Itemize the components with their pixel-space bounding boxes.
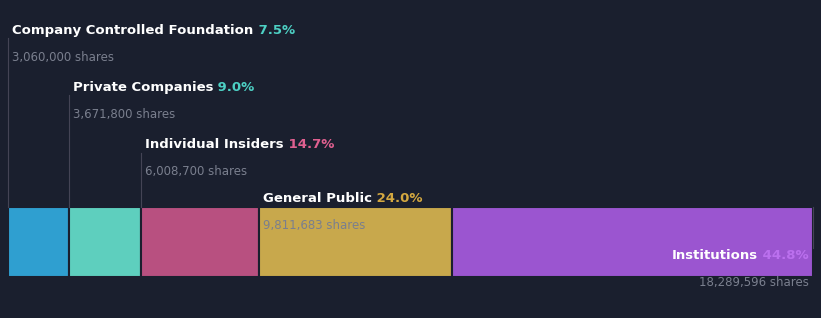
Text: 3,060,000 shares: 3,060,000 shares <box>12 51 114 64</box>
Bar <box>141 207 259 277</box>
Bar <box>68 207 141 277</box>
Text: 6,008,700 shares: 6,008,700 shares <box>145 165 247 178</box>
Text: 44.8%: 44.8% <box>758 249 809 262</box>
Text: 3,671,800 shares: 3,671,800 shares <box>72 108 175 121</box>
Text: Company Controlled Foundation: Company Controlled Foundation <box>12 24 254 37</box>
Bar <box>452 207 813 277</box>
Text: 24.0%: 24.0% <box>373 192 423 205</box>
Text: 18,289,596 shares: 18,289,596 shares <box>699 276 809 289</box>
Text: General Public: General Public <box>264 192 373 205</box>
Text: 7.5%: 7.5% <box>254 24 295 37</box>
Text: Private Companies: Private Companies <box>72 81 213 94</box>
Text: Individual Insiders: Individual Insiders <box>145 138 284 151</box>
Text: 9,811,683 shares: 9,811,683 shares <box>264 219 365 232</box>
Bar <box>259 207 452 277</box>
Text: 14.7%: 14.7% <box>284 138 334 151</box>
Text: 9.0%: 9.0% <box>213 81 255 94</box>
Bar <box>8 207 69 277</box>
Text: Institutions: Institutions <box>672 249 758 262</box>
